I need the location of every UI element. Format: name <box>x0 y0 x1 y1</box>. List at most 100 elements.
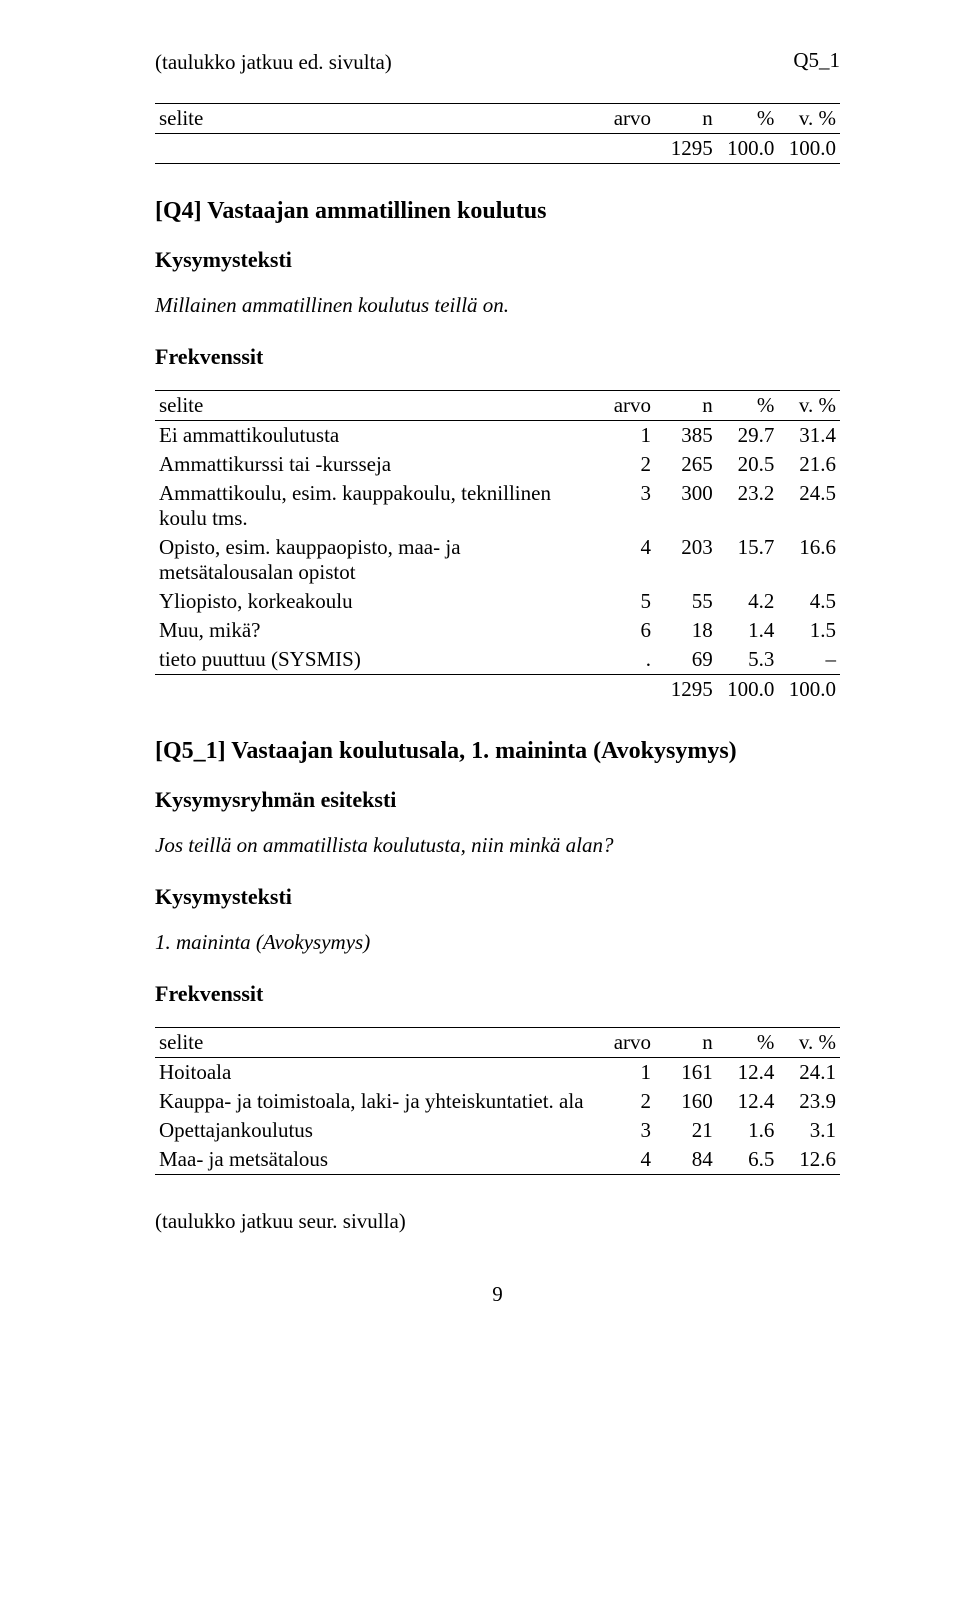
cell-pct: 23.2 <box>717 479 779 533</box>
q4-frequency-table: selite arvo n % v. % Ei ammattikoulutust… <box>155 390 840 704</box>
page-header-label: Q5_1 <box>793 48 840 73</box>
cell-n: 161 <box>655 1058 717 1088</box>
table-header-row: selite arvo n % v. % <box>155 104 840 134</box>
table-row: Ammattikoulu, esim. kauppakoulu, teknill… <box>155 479 840 533</box>
cell-pct: 12.4 <box>717 1058 779 1088</box>
cell-arvo: 1 <box>593 1058 655 1088</box>
col-n: n <box>655 391 717 421</box>
cell-selite <box>155 134 593 164</box>
cell-n: 160 <box>655 1087 717 1116</box>
cell-selite: Opisto, esim. kauppaopisto, maa- ja mets… <box>155 533 593 587</box>
cell-vpct: 21.6 <box>778 450 840 479</box>
cell-selite <box>155 675 593 705</box>
cell-n: 385 <box>655 421 717 451</box>
col-pct: % <box>717 1028 779 1058</box>
cell-vpct: – <box>778 645 840 675</box>
cell-vpct: 24.5 <box>778 479 840 533</box>
cell-n: 265 <box>655 450 717 479</box>
cell-arvo: 4 <box>593 1145 655 1175</box>
cell-selite: Ammattikoulu, esim. kauppakoulu, teknill… <box>155 479 593 533</box>
cell-n: 21 <box>655 1116 717 1145</box>
cell-pct: 5.3 <box>717 645 779 675</box>
cell-pct: 20.5 <box>717 450 779 479</box>
cell-pct: 6.5 <box>717 1145 779 1175</box>
cell-n: 55 <box>655 587 717 616</box>
cell-arvo: . <box>593 645 655 675</box>
col-vpct: v. % <box>778 391 840 421</box>
cell-pct: 15.7 <box>717 533 779 587</box>
esiteksti-body: Jos teillä on ammatillista koulutusta, n… <box>155 833 840 858</box>
table-header-row: selite arvo n % v. % <box>155 1028 840 1058</box>
cell-arvo: 2 <box>593 450 655 479</box>
cell-arvo: 6 <box>593 616 655 645</box>
cell-selite: Hoitoala <box>155 1058 593 1088</box>
cell-pct: 1.6 <box>717 1116 779 1145</box>
cell-vpct: 24.1 <box>778 1058 840 1088</box>
col-selite: selite <box>155 104 593 134</box>
cell-selite: Ammattikurssi tai -kursseja <box>155 450 593 479</box>
cell-pct: 100.0 <box>717 675 779 705</box>
table-row: Opettajankoulutus 3 21 1.6 3.1 <box>155 1116 840 1145</box>
cell-arvo <box>593 134 655 164</box>
col-n: n <box>655 1028 717 1058</box>
table-row: Hoitoala 1 161 12.4 24.1 <box>155 1058 840 1088</box>
table-row: 1295 100.0 100.0 <box>155 134 840 164</box>
cell-vpct: 4.5 <box>778 587 840 616</box>
q5-1-frequency-table: selite arvo n % v. % Hoitoala 1 161 12.4… <box>155 1027 840 1175</box>
table-header-row: selite arvo n % v. % <box>155 391 840 421</box>
cell-vpct: 100.0 <box>778 134 840 164</box>
cell-pct: 12.4 <box>717 1087 779 1116</box>
cell-n: 69 <box>655 645 717 675</box>
q4-title: [Q4] Vastaajan ammatillinen koulutus <box>155 198 840 225</box>
cell-arvo: 2 <box>593 1087 655 1116</box>
cell-n: 1295 <box>655 675 717 705</box>
col-arvo: arvo <box>593 104 655 134</box>
cell-n: 84 <box>655 1145 717 1175</box>
col-arvo: arvo <box>593 391 655 421</box>
cell-selite: Opettajankoulutus <box>155 1116 593 1145</box>
col-pct: % <box>717 391 779 421</box>
table-continued-prev: (taulukko jatkuu ed. sivulta) <box>155 50 840 75</box>
cell-arvo <box>593 675 655 705</box>
col-selite: selite <box>155 391 593 421</box>
col-selite: selite <box>155 1028 593 1058</box>
esiteksti-label: Kysymysryhmän esiteksti <box>155 787 840 813</box>
q5-1-title: [Q5_1] Vastaajan koulutusala, 1. mainint… <box>155 738 840 765</box>
table-row: Muu, mikä? 6 18 1.4 1.5 <box>155 616 840 645</box>
table-row: Yliopisto, korkeakoulu 5 55 4.2 4.5 <box>155 587 840 616</box>
table-row: tieto puuttuu (SYSMIS) . 69 5.3 – <box>155 645 840 675</box>
cell-arvo: 4 <box>593 533 655 587</box>
kysymysteksti-label: Kysymysteksti <box>155 884 840 910</box>
table-row: Opisto, esim. kauppaopisto, maa- ja mets… <box>155 533 840 587</box>
cell-selite: Kauppa- ja toimistoala, laki- ja yhteisk… <box>155 1087 593 1116</box>
kysymysteksti-label: Kysymysteksti <box>155 247 840 273</box>
col-pct: % <box>717 104 779 134</box>
cell-pct: 29.7 <box>717 421 779 451</box>
cell-selite: Muu, mikä? <box>155 616 593 645</box>
table-continued-next: (taulukko jatkuu seur. sivulla) <box>155 1209 840 1234</box>
cell-n: 18 <box>655 616 717 645</box>
table-total-row: 1295 100.0 100.0 <box>155 675 840 705</box>
table-row: Kauppa- ja toimistoala, laki- ja yhteisk… <box>155 1087 840 1116</box>
col-n: n <box>655 104 717 134</box>
cell-n: 300 <box>655 479 717 533</box>
frequency-table-continued: selite arvo n % v. % 1295 100.0 100.0 <box>155 103 840 164</box>
cell-pct: 4.2 <box>717 587 779 616</box>
frekvenssit-label: Frekvenssit <box>155 981 840 1007</box>
col-arvo: arvo <box>593 1028 655 1058</box>
kysymysteksti-body: 1. maininta (Avokysymys) <box>155 930 840 955</box>
cell-arvo: 3 <box>593 479 655 533</box>
kysymysteksti-body: Millainen ammatillinen koulutus teillä o… <box>155 293 840 318</box>
cell-vpct: 3.1 <box>778 1116 840 1145</box>
cell-vpct: 31.4 <box>778 421 840 451</box>
cell-selite: tieto puuttuu (SYSMIS) <box>155 645 593 675</box>
cell-arvo: 5 <box>593 587 655 616</box>
cell-n: 203 <box>655 533 717 587</box>
frekvenssit-label: Frekvenssit <box>155 344 840 370</box>
col-vpct: v. % <box>778 104 840 134</box>
page-number: 9 <box>155 1282 840 1307</box>
cell-selite: Ei ammattikoulutusta <box>155 421 593 451</box>
table-row: Maa- ja metsätalous 4 84 6.5 12.6 <box>155 1145 840 1175</box>
cell-vpct: 23.9 <box>778 1087 840 1116</box>
cell-vpct: 16.6 <box>778 533 840 587</box>
